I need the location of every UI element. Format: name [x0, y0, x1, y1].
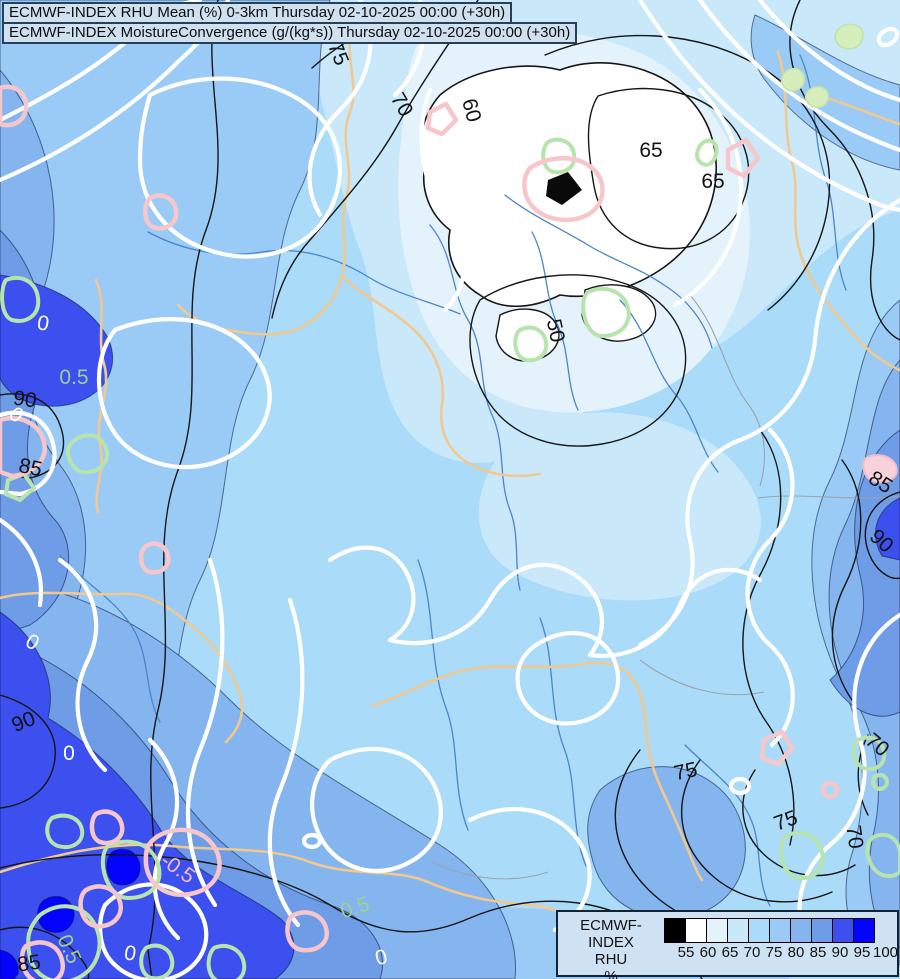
header-line-rhu: ECMWF-INDEX RHU Mean (%) 0-3km Thursday …	[2, 2, 513, 24]
legend-swatch	[664, 918, 686, 943]
contour-label: 90	[12, 387, 38, 413]
moisture-conv-negative-layer	[0, 84, 898, 979]
rhu-color-legend: ECMWF-INDEX RHU % 55 60 65 70 75 80 85 90 95 100	[556, 910, 899, 979]
contour-label: 65	[701, 170, 724, 193]
legend-swatch	[748, 918, 770, 943]
legend-swatch	[811, 918, 833, 943]
legend-swatch	[706, 918, 728, 943]
map-header: ECMWF-INDEX RHU Mean (%) 0-3km Thursday …	[2, 2, 578, 44]
legend-tick-label: 80	[787, 944, 805, 961]
contour-label: 85	[16, 951, 42, 977]
contour-label: 0	[35, 311, 51, 336]
legend-swatch-row	[664, 918, 895, 943]
legend-swatch	[853, 918, 875, 943]
header-line1-text: ECMWF-INDEX RHU Mean (%) 0-3km Thursday …	[9, 4, 506, 21]
legend-swatch	[727, 918, 749, 943]
legend-swatch	[790, 918, 812, 943]
legend-swatch	[832, 918, 854, 943]
legend-product: ECMWF-INDEX	[580, 917, 642, 951]
legend-tick-label: 70	[743, 944, 761, 961]
legend-tick-row: 55 60 65 70 75 80 85 90 95 100	[675, 944, 899, 961]
legend-tick-label: 75	[765, 944, 783, 961]
legend-tick-label: 55	[677, 944, 695, 961]
contour-label: 75	[672, 758, 700, 785]
header-line-moisture: ECMWF-INDEX MoistureConvergence (g/(kg*s…	[2, 22, 578, 44]
legend-tick-label: 100	[873, 944, 899, 961]
contour-label: 85	[17, 454, 45, 481]
contour-label: 0	[122, 941, 138, 966]
legend-unit: %	[604, 968, 618, 979]
legend-tick-label: 90	[831, 944, 849, 961]
contour-label: 70	[841, 824, 867, 850]
contour-label: 50	[542, 317, 569, 345]
dry-core-area	[420, 62, 718, 362]
legend-tick-label: 65	[721, 944, 739, 961]
legend-swatch	[769, 918, 791, 943]
legend-titles: ECMWF-INDEX RHU %	[558, 912, 664, 979]
contour-label: 0	[63, 742, 75, 765]
contour-label: 0.5	[59, 366, 88, 389]
contour-label: 65	[639, 139, 662, 162]
river-layer	[59, 54, 900, 907]
contour-label: 0	[373, 945, 390, 970]
legend-swatch	[685, 918, 707, 943]
legend-scale: 55 60 65 70 75 80 85 90 95 100	[664, 912, 899, 975]
legend-tick-label: 95	[853, 944, 871, 961]
header-line2-text: ECMWF-INDEX MoistureConvergence (g/(kg*s…	[9, 24, 571, 41]
legend-tick-label: 60	[699, 944, 717, 961]
legend-parameter: RHU	[594, 951, 628, 968]
legend-tick-label: 85	[809, 944, 827, 961]
